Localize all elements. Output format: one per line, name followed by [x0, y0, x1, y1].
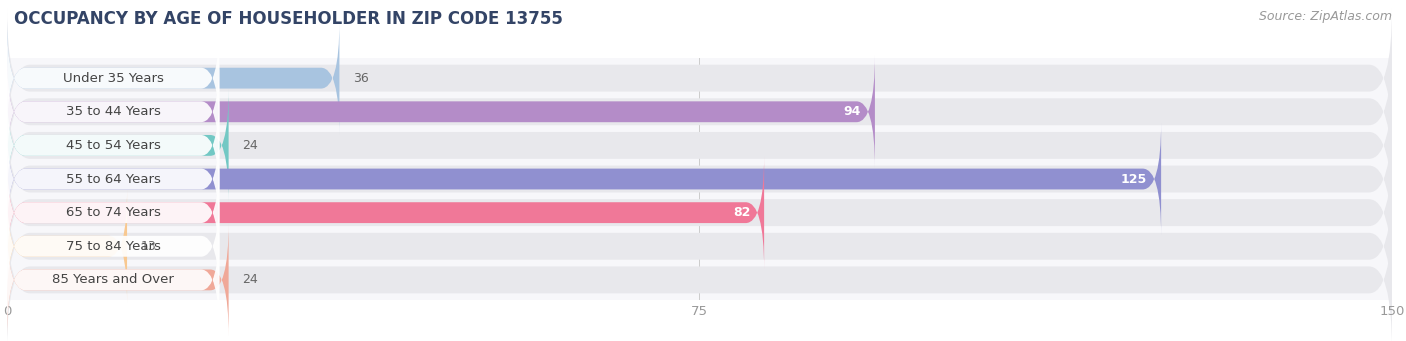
- FancyBboxPatch shape: [7, 223, 229, 337]
- FancyBboxPatch shape: [7, 122, 1161, 236]
- FancyBboxPatch shape: [7, 21, 219, 135]
- FancyBboxPatch shape: [7, 156, 219, 269]
- FancyBboxPatch shape: [7, 75, 1392, 216]
- Text: 24: 24: [242, 139, 259, 152]
- Text: 55 to 64 Years: 55 to 64 Years: [66, 173, 160, 186]
- Text: 94: 94: [844, 105, 860, 118]
- FancyBboxPatch shape: [7, 89, 229, 202]
- FancyBboxPatch shape: [7, 190, 127, 303]
- Text: Source: ZipAtlas.com: Source: ZipAtlas.com: [1258, 10, 1392, 23]
- Text: 82: 82: [733, 206, 751, 219]
- FancyBboxPatch shape: [7, 156, 763, 269]
- Text: 85 Years and Over: 85 Years and Over: [52, 273, 174, 286]
- Text: 65 to 74 Years: 65 to 74 Years: [66, 206, 160, 219]
- FancyBboxPatch shape: [7, 209, 1392, 341]
- FancyBboxPatch shape: [7, 55, 875, 168]
- Text: Under 35 Years: Under 35 Years: [63, 72, 163, 85]
- Text: 125: 125: [1121, 173, 1147, 186]
- Text: 24: 24: [242, 273, 259, 286]
- FancyBboxPatch shape: [7, 89, 219, 202]
- FancyBboxPatch shape: [7, 223, 219, 337]
- FancyBboxPatch shape: [7, 8, 1392, 149]
- FancyBboxPatch shape: [7, 41, 1392, 182]
- FancyBboxPatch shape: [7, 142, 1392, 283]
- FancyBboxPatch shape: [7, 108, 1392, 250]
- Text: 75 to 84 Years: 75 to 84 Years: [66, 240, 160, 253]
- Text: 45 to 54 Years: 45 to 54 Years: [66, 139, 160, 152]
- Text: 13: 13: [141, 240, 156, 253]
- FancyBboxPatch shape: [7, 190, 219, 303]
- Text: 36: 36: [353, 72, 368, 85]
- FancyBboxPatch shape: [7, 55, 219, 168]
- Text: 35 to 44 Years: 35 to 44 Years: [66, 105, 160, 118]
- Text: OCCUPANCY BY AGE OF HOUSEHOLDER IN ZIP CODE 13755: OCCUPANCY BY AGE OF HOUSEHOLDER IN ZIP C…: [14, 10, 562, 28]
- FancyBboxPatch shape: [7, 122, 219, 236]
- FancyBboxPatch shape: [7, 21, 339, 135]
- FancyBboxPatch shape: [7, 176, 1392, 317]
